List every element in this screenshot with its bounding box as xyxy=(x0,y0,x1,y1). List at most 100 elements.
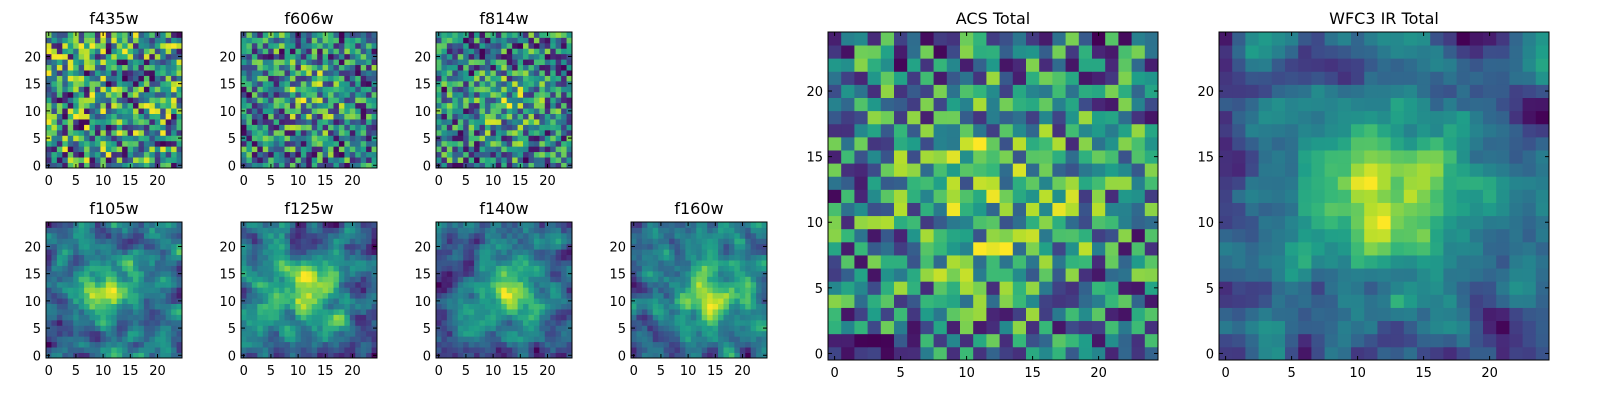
heatmap-cell xyxy=(246,227,253,234)
heatmap-cell xyxy=(251,303,258,310)
heatmap-cell xyxy=(933,268,948,282)
heatmap-cell xyxy=(696,330,703,337)
heatmap-cell xyxy=(360,314,367,321)
heatmap-cell xyxy=(46,119,52,125)
heatmap-cell xyxy=(241,238,247,245)
heatmap-cell xyxy=(165,265,172,272)
heatmap-cell xyxy=(452,157,459,163)
heatmap-cell xyxy=(127,238,134,245)
heatmap-cell xyxy=(739,238,746,245)
heatmap-cell xyxy=(495,325,502,332)
heatmap-cell xyxy=(127,59,134,66)
heatmap-cell xyxy=(241,42,247,49)
heatmap-cell xyxy=(474,124,480,131)
heatmap-cell xyxy=(512,260,518,266)
heatmap-cell xyxy=(533,330,540,337)
heatmap-cell xyxy=(528,287,535,294)
heatmap-cell xyxy=(484,254,491,261)
heatmap-cell xyxy=(89,227,96,234)
heatmap-cell xyxy=(544,70,551,76)
heatmap-cell xyxy=(479,336,486,343)
heatmap-cell xyxy=(750,227,757,234)
heatmap-cell xyxy=(366,64,372,71)
heatmap-cell xyxy=(344,222,351,228)
heatmap-cell xyxy=(712,249,719,256)
heatmap-cell xyxy=(1118,255,1132,269)
heatmap-cell xyxy=(707,227,713,234)
heatmap-cell xyxy=(73,336,80,343)
heatmap-cell xyxy=(756,347,762,353)
heatmap-cell xyxy=(495,53,502,60)
heatmap-cell xyxy=(105,254,112,261)
heatmap-cell xyxy=(127,151,134,158)
heatmap-cell xyxy=(973,189,987,203)
heatmap-cell xyxy=(463,292,470,299)
heatmap-cell xyxy=(707,352,713,359)
heatmap-cell xyxy=(138,287,145,294)
heatmap-cell xyxy=(241,64,247,71)
heatmap-cell xyxy=(322,243,329,250)
heatmap-cell xyxy=(143,222,150,228)
heatmap-cell xyxy=(468,298,475,304)
heatmap-cell xyxy=(116,37,123,44)
heatmap-cell xyxy=(920,268,934,282)
heatmap-cell xyxy=(468,97,475,104)
heatmap-cell xyxy=(512,75,518,82)
heatmap-cell xyxy=(257,162,264,169)
heatmap-cell xyxy=(165,64,172,71)
heatmap-cell xyxy=(484,232,491,239)
heatmap-cell xyxy=(474,254,480,261)
heatmap-cell xyxy=(652,314,659,321)
heatmap-cell xyxy=(94,276,101,283)
heatmap-cell xyxy=(355,146,362,153)
heatmap-cell xyxy=(111,162,118,169)
heatmap-cell xyxy=(67,59,74,66)
heatmap-cell xyxy=(333,53,340,60)
heatmap-cell xyxy=(696,292,703,299)
heatmap-cell xyxy=(295,53,302,60)
heatmap-cell xyxy=(273,243,280,250)
heatmap-cell xyxy=(311,352,318,359)
heatmap-cell xyxy=(100,124,107,131)
heatmap-cell xyxy=(512,281,518,288)
heatmap-cell xyxy=(647,347,654,353)
heatmap-cell xyxy=(165,276,172,283)
heatmap-cell xyxy=(322,270,329,277)
heatmap-cell xyxy=(920,189,934,203)
heatmap-cell xyxy=(452,238,459,245)
heatmap-cell xyxy=(718,254,724,261)
heatmap-cell xyxy=(62,124,69,131)
heatmap-cell xyxy=(539,249,546,256)
heatmap-cell xyxy=(89,298,96,304)
heatmap-cell xyxy=(349,276,356,283)
heatmap-cell xyxy=(246,135,253,142)
heatmap-cell xyxy=(311,48,318,55)
heatmap-cell xyxy=(479,70,486,76)
heatmap-cell xyxy=(289,281,296,288)
heatmap-cell xyxy=(262,254,269,261)
heatmap-cell xyxy=(133,276,139,283)
heatmap-cell xyxy=(251,37,258,44)
heatmap-cell xyxy=(333,146,340,153)
heatmap-cell xyxy=(344,238,351,245)
heatmap-cell xyxy=(484,222,491,228)
heatmap-cell xyxy=(149,151,156,158)
heatmap-cell xyxy=(920,346,934,361)
heatmap-cell xyxy=(67,97,74,104)
heatmap-cell xyxy=(960,333,974,348)
x-tick-label: 0 xyxy=(435,364,443,379)
heatmap-cell xyxy=(854,189,868,203)
heatmap-cell xyxy=(122,352,128,359)
heatmap-cell xyxy=(344,270,351,277)
heatmap-cell xyxy=(143,287,150,294)
heatmap-cell xyxy=(360,42,367,49)
heatmap-cell xyxy=(46,157,52,163)
heatmap-cell xyxy=(712,260,719,266)
heatmap-cell xyxy=(306,238,313,245)
heatmap-cell xyxy=(436,287,442,294)
heatmap-cell xyxy=(143,254,150,261)
heatmap-cell xyxy=(257,227,264,234)
heatmap-cell xyxy=(366,265,372,272)
heatmap-cell xyxy=(262,59,269,66)
heatmap-cell xyxy=(463,75,470,82)
